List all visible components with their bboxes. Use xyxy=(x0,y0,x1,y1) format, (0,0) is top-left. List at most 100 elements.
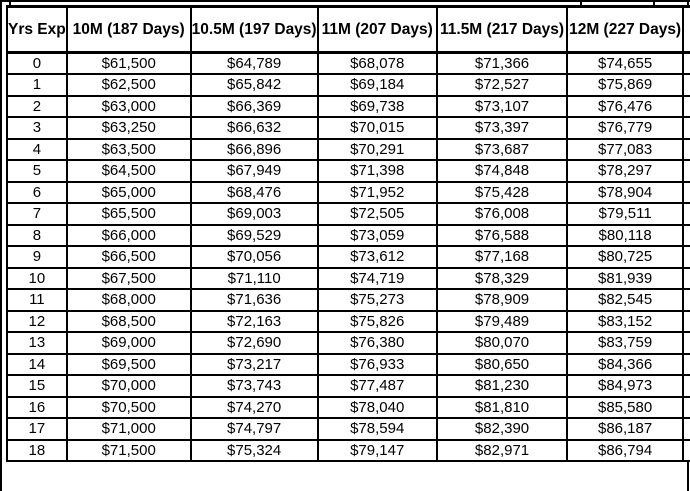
salary-cell[interactable]: $71,636 xyxy=(189,288,319,312)
salary-cell[interactable]: $74,719 xyxy=(316,266,438,290)
years-exp-cell[interactable]: 16 xyxy=(6,395,68,419)
salary-cell[interactable]: $72,527 xyxy=(435,73,569,97)
salary-cell[interactable]: $73,612 xyxy=(316,245,438,269)
salary-cell[interactable]: $75,826 xyxy=(316,309,438,333)
salary-cell[interactable]: $82,545 xyxy=(566,288,684,312)
column-header-contract[interactable]: 11.5M (217 Days) xyxy=(435,5,569,54)
salary-cell[interactable]: $66,632 xyxy=(189,116,319,140)
salary-cell[interactable]: $80,725 xyxy=(566,245,684,269)
years-exp-cell[interactable]: 12 xyxy=(6,309,68,333)
salary-cell[interactable]: $70,000 xyxy=(65,374,192,398)
salary-cell[interactable]: $73,687 xyxy=(435,137,569,161)
salary-cell[interactable]: $72,163 xyxy=(189,309,319,333)
years-exp-cell[interactable]: 6 xyxy=(6,180,68,204)
salary-cell[interactable]: $65,842 xyxy=(189,73,319,97)
salary-cell[interactable]: $78,297 xyxy=(566,159,684,183)
salary-cell[interactable]: $67,500 xyxy=(65,266,192,290)
salary-cell[interactable]: $69,500 xyxy=(65,352,192,376)
salary-cell[interactable]: $71,366 xyxy=(435,51,569,75)
salary-cell[interactable]: $65,000 xyxy=(65,180,192,204)
salary-cell[interactable]: $71,952 xyxy=(316,180,438,204)
salary-cell[interactable]: $73,059 xyxy=(316,223,438,247)
salary-cell[interactable]: $70,291 xyxy=(316,137,438,161)
salary-cell[interactable]: $79,147 xyxy=(316,438,438,462)
years-exp-cell[interactable]: 8 xyxy=(6,223,68,247)
salary-cell[interactable]: $78,040 xyxy=(316,395,438,419)
salary-cell[interactable]: $83,152 xyxy=(566,309,684,333)
salary-cell[interactable]: $83,759 xyxy=(566,331,684,355)
salary-cell[interactable]: $82,390 xyxy=(435,417,569,441)
years-exp-cell[interactable]: 5 xyxy=(6,159,68,183)
salary-cell[interactable]: $75,428 xyxy=(435,180,569,204)
salary-cell[interactable]: $68,500 xyxy=(65,309,192,333)
salary-cell[interactable]: $65,500 xyxy=(65,202,192,226)
years-exp-cell[interactable]: 17 xyxy=(6,417,68,441)
salary-cell[interactable]: $79,511 xyxy=(566,202,684,226)
salary-cell[interactable]: $74,797 xyxy=(189,417,319,441)
salary-cell[interactable]: $64,789 xyxy=(189,51,319,75)
salary-cell[interactable]: $76,779 xyxy=(566,116,684,140)
salary-cell[interactable]: $81,939 xyxy=(566,266,684,290)
years-exp-cell[interactable]: 2 xyxy=(6,94,68,118)
salary-cell[interactable]: $70,015 xyxy=(316,116,438,140)
salary-cell[interactable]: $78,329 xyxy=(435,266,569,290)
salary-cell[interactable]: $73,217 xyxy=(189,352,319,376)
salary-cell[interactable]: $75,273 xyxy=(316,288,438,312)
salary-cell[interactable]: $77,168 xyxy=(435,245,569,269)
years-exp-cell[interactable]: 0 xyxy=(6,51,68,75)
column-header-yrs-exp[interactable]: Yrs Exp xyxy=(6,5,68,54)
salary-cell[interactable]: $84,366 xyxy=(566,352,684,376)
salary-cell[interactable]: $70,056 xyxy=(189,245,319,269)
salary-cell[interactable]: $71,110 xyxy=(189,266,319,290)
years-exp-cell[interactable]: 4 xyxy=(6,137,68,161)
salary-cell[interactable]: $84,973 xyxy=(566,374,684,398)
years-exp-cell[interactable]: 15 xyxy=(6,374,68,398)
salary-cell[interactable]: $71,398 xyxy=(316,159,438,183)
years-exp-cell[interactable]: 18 xyxy=(6,438,68,462)
salary-cell[interactable]: $69,184 xyxy=(316,73,438,97)
salary-cell[interactable]: $68,476 xyxy=(189,180,319,204)
salary-cell[interactable]: $79,489 xyxy=(435,309,569,333)
salary-cell[interactable]: $86,794 xyxy=(566,438,684,462)
salary-cell[interactable]: $66,000 xyxy=(65,223,192,247)
years-exp-cell[interactable]: 14 xyxy=(6,352,68,376)
salary-cell[interactable]: $80,070 xyxy=(435,331,569,355)
salary-cell[interactable]: $66,500 xyxy=(65,245,192,269)
salary-cell[interactable]: $62,500 xyxy=(65,73,192,97)
salary-cell[interactable]: $71,500 xyxy=(65,438,192,462)
salary-cell[interactable]: $75,869 xyxy=(566,73,684,97)
salary-cell[interactable]: $77,487 xyxy=(316,374,438,398)
years-exp-cell[interactable]: 7 xyxy=(6,202,68,226)
salary-cell[interactable]: $74,848 xyxy=(435,159,569,183)
salary-cell[interactable]: $80,650 xyxy=(435,352,569,376)
salary-cell[interactable]: $71,000 xyxy=(65,417,192,441)
salary-cell[interactable]: $75,324 xyxy=(189,438,319,462)
salary-cell[interactable]: $76,588 xyxy=(435,223,569,247)
salary-cell[interactable]: $63,000 xyxy=(65,94,192,118)
salary-cell[interactable]: $81,230 xyxy=(435,374,569,398)
salary-cell[interactable]: $76,380 xyxy=(316,331,438,355)
years-exp-cell[interactable]: 9 xyxy=(6,245,68,269)
salary-cell[interactable]: $63,250 xyxy=(65,116,192,140)
salary-cell[interactable]: $72,505 xyxy=(316,202,438,226)
salary-cell[interactable]: $77,083 xyxy=(566,137,684,161)
salary-cell[interactable]: $80,118 xyxy=(566,223,684,247)
salary-cell[interactable]: $69,000 xyxy=(65,331,192,355)
column-header-contract[interactable]: 10M (187 Days) xyxy=(65,5,192,54)
salary-cell[interactable]: $66,896 xyxy=(189,137,319,161)
years-exp-cell[interactable]: 1 xyxy=(6,73,68,97)
years-exp-cell[interactable]: 10 xyxy=(6,266,68,290)
salary-cell[interactable]: $81,810 xyxy=(435,395,569,419)
salary-cell[interactable]: $68,078 xyxy=(316,51,438,75)
salary-cell[interactable]: $78,909 xyxy=(435,288,569,312)
salary-cell[interactable]: $78,904 xyxy=(566,180,684,204)
salary-cell[interactable]: $76,933 xyxy=(316,352,438,376)
years-exp-cell[interactable]: 11 xyxy=(6,288,68,312)
years-exp-cell[interactable]: 3 xyxy=(6,116,68,140)
salary-cell[interactable]: $69,738 xyxy=(316,94,438,118)
salary-cell[interactable]: $69,529 xyxy=(189,223,319,247)
years-exp-cell[interactable]: 13 xyxy=(6,331,68,355)
salary-cell[interactable]: $64,500 xyxy=(65,159,192,183)
salary-cell[interactable]: $61,500 xyxy=(65,51,192,75)
salary-cell[interactable]: $68,000 xyxy=(65,288,192,312)
